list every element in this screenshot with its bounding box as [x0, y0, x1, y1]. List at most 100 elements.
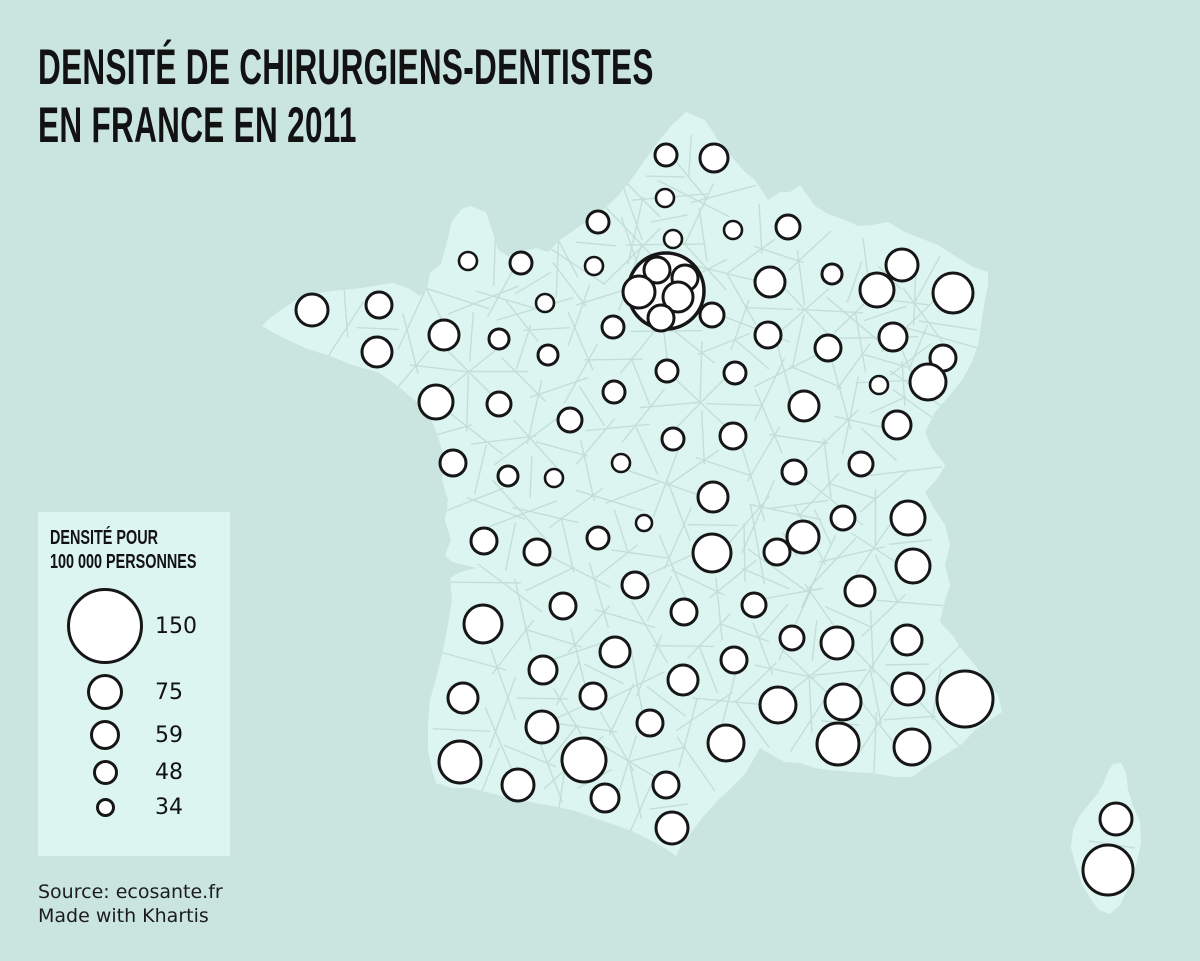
- department-border-segment: [594, 608, 656, 629]
- department-border-segment: [512, 506, 579, 524]
- department-border-segment: [477, 747, 501, 800]
- department-border-segment: [869, 609, 875, 674]
- department-border-segment: [754, 388, 783, 454]
- department-border-segment: [699, 341, 703, 403]
- department-border-segment: [473, 444, 488, 495]
- legend-item: 59: [50, 720, 230, 750]
- department-circle: [583, 255, 605, 277]
- department-border-segment: [889, 343, 932, 376]
- department-circle: [858, 271, 896, 309]
- department-circle: [364, 290, 394, 320]
- department-border-segment: [860, 427, 898, 462]
- department-circle: [820, 262, 844, 286]
- department-border-segment: [715, 576, 723, 641]
- department-border-segment: [652, 644, 715, 648]
- department-border-segment: [650, 214, 688, 223]
- department-border-segment: [692, 697, 768, 706]
- department-border-segment: [548, 487, 604, 529]
- department-border-segment: [907, 324, 929, 371]
- department-border-segment: [449, 412, 503, 455]
- legend-value: 48: [155, 760, 183, 785]
- credit-line: Made with Khartis: [38, 905, 209, 927]
- department-circle: [560, 736, 608, 784]
- department-circle: [819, 625, 855, 661]
- department-border-segment: [754, 358, 785, 421]
- source-credit: Source: ecosante.fr Made with Khartis: [38, 880, 223, 928]
- department-border-segment: [559, 723, 618, 733]
- department-border-segment: [552, 262, 587, 307]
- department-circle: [417, 383, 455, 421]
- department-border-segment: [529, 456, 533, 498]
- department-circle: [601, 379, 627, 405]
- department-border-segment: [639, 401, 701, 409]
- department-circle: [662, 228, 684, 250]
- department-border-segment: [800, 534, 837, 609]
- department-border-segment: [687, 523, 738, 527]
- department-circle: [543, 467, 565, 489]
- department-border-segment: [918, 320, 978, 331]
- department-circle: [446, 681, 480, 715]
- department-circle: [585, 525, 611, 551]
- department-border-segment: [608, 683, 635, 736]
- department-border-segment: [753, 353, 819, 388]
- department-border-segment: [563, 343, 599, 404]
- department-border-segment: [734, 700, 770, 748]
- department-border-segment: [749, 505, 766, 585]
- department-border-segment: [593, 739, 662, 782]
- department-border-segment: [325, 301, 364, 361]
- department-circle: [457, 250, 479, 272]
- department-border-segment: [671, 569, 725, 596]
- department-border-segment: [402, 313, 419, 374]
- department-border-segment: [796, 308, 864, 314]
- department-border-segment: [808, 674, 813, 733]
- landmass: [262, 112, 1141, 914]
- department-border-segment: [397, 290, 426, 350]
- department-border-segment: [529, 376, 589, 399]
- department-border-segment: [735, 662, 777, 703]
- department-circle: [1081, 843, 1135, 897]
- legend-rows: 150 75 59 48 34: [50, 588, 230, 820]
- department-border-segment: [705, 402, 763, 407]
- department-border-segment: [657, 179, 730, 218]
- department-border-segment: [671, 374, 729, 433]
- department-circle: [666, 663, 700, 697]
- department-circle: [487, 327, 511, 351]
- department-border-segment: [438, 341, 497, 400]
- department-border-segment: [869, 396, 907, 414]
- department-border-segment: [863, 305, 907, 322]
- department-border-segment: [698, 207, 708, 262]
- department-circle: [462, 603, 504, 645]
- department-border-segment: [872, 712, 878, 779]
- department-border-segment: [630, 357, 651, 406]
- department-borders: [325, 134, 1136, 849]
- department-circle: [843, 574, 877, 608]
- department-border-segment: [733, 338, 770, 370]
- department-border-segment: [594, 544, 639, 579]
- department-border-segment: [846, 261, 863, 303]
- department-border-segment: [630, 600, 669, 664]
- paris-cluster-circle: [642, 255, 672, 285]
- department-border-segment: [854, 313, 867, 372]
- department-circle: [868, 374, 890, 396]
- department-border-segment: [635, 635, 663, 697]
- department-circle: [706, 723, 746, 763]
- department-circle: [634, 513, 654, 533]
- department-circle: [722, 219, 744, 241]
- department-border-segment: [769, 499, 828, 510]
- department-border-segment: [683, 183, 715, 245]
- department-border-segment: [805, 408, 860, 462]
- department-circle: [753, 320, 783, 350]
- department-border-segment: [862, 466, 943, 477]
- department-circle: [698, 301, 726, 329]
- department-circle: [600, 314, 626, 340]
- department-circle: [294, 292, 330, 328]
- department-circle: [651, 770, 681, 800]
- department-border-segment: [432, 727, 491, 733]
- department-circle: [740, 591, 768, 619]
- department-border-segment: [539, 742, 563, 803]
- department-border-segment: [885, 663, 930, 666]
- department-border-segment: [674, 378, 734, 434]
- map-title-line1: DENSITÉ DE CHIRURGIENS-DENTISTES: [38, 39, 654, 95]
- department-border-segment: [440, 344, 503, 395]
